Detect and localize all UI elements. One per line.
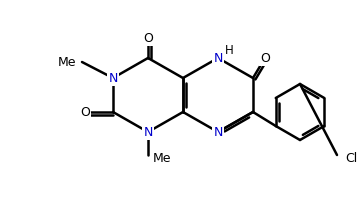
Text: Me: Me: [57, 56, 76, 69]
Text: N: N: [213, 52, 223, 65]
Text: N: N: [143, 125, 153, 138]
Text: H: H: [225, 45, 233, 58]
Text: O: O: [260, 52, 270, 65]
Text: O: O: [80, 105, 90, 118]
Text: N: N: [213, 125, 223, 138]
Text: O: O: [143, 32, 153, 45]
Text: Me: Me: [153, 151, 171, 164]
Text: Cl: Cl: [345, 153, 357, 166]
Text: N: N: [108, 72, 118, 85]
